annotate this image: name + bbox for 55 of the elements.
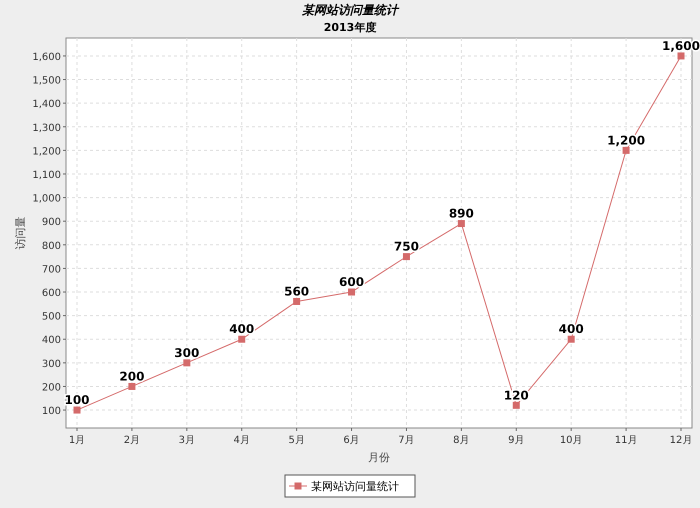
y-tick-label: 1,200 [32, 146, 61, 158]
x-tick-label: 2月 [124, 435, 140, 446]
y-tick-label: 200 [42, 382, 61, 394]
x-tick-label: 7月 [398, 435, 415, 446]
y-tick-label: 1,000 [32, 194, 61, 205]
data-label: 750 [394, 240, 419, 254]
point [678, 52, 684, 60]
legend-label: 某网站访问量统计 [311, 480, 399, 493]
x-tick-label: 11月 [614, 435, 638, 446]
x-axis-title: 月份 [368, 451, 390, 464]
y-axis-title: 访问量 [14, 216, 27, 250]
chart-title: 某网站访问量统计 [301, 3, 400, 17]
y-tick-label: 1,300 [32, 122, 61, 134]
point [293, 298, 300, 305]
y-tick-label: 300 [42, 358, 61, 370]
x-tick-label: 1月 [68, 435, 86, 446]
y-tick-label: 1,100 [32, 170, 61, 181]
data-label: 1,600 [662, 38, 700, 53]
data-label: 890 [448, 206, 474, 221]
point [183, 359, 190, 366]
y-tick-label: 1,400 [32, 99, 61, 110]
point [348, 288, 356, 296]
y-tick-label: 600 [42, 288, 61, 300]
x-tick-label: 6月 [343, 435, 360, 446]
y-tick-label: 900 [42, 217, 61, 228]
point [402, 253, 410, 260]
x-tick-label: 5月 [288, 435, 305, 446]
chart-subtitle: 2013年度 [324, 21, 376, 34]
data-label: 100 [64, 393, 90, 408]
y-tick-label: 700 [42, 264, 61, 276]
y-tick-label: 500 [42, 312, 61, 323]
data-label: 300 [174, 346, 200, 360]
x-tick-label: 10月 [560, 435, 583, 446]
x-tick-label: 4月 [234, 435, 250, 446]
point [128, 382, 136, 390]
data-label: 400 [229, 322, 254, 336]
x-tick-label: 9月 [508, 435, 524, 446]
y-tick-label: 100 [42, 406, 61, 418]
point [458, 220, 465, 228]
point [512, 402, 520, 409]
point [74, 406, 80, 414]
point [622, 146, 630, 154]
y-tick-label: 800 [42, 240, 61, 252]
y-tick-label: 1,600 [32, 52, 61, 63]
data-label: 560 [284, 284, 310, 298]
legend: 某网站访问量统计 [284, 474, 416, 498]
y-tick-label: 400 [42, 335, 61, 346]
x-tick-label: 12月 [670, 435, 692, 446]
point [568, 336, 575, 343]
y-tick-label: 1,500 [32, 76, 61, 87]
point [238, 336, 246, 343]
x-tick-label: 3月 [178, 435, 196, 446]
x-tick-label: 8月 [453, 435, 470, 446]
data-label: 200 [119, 369, 144, 384]
data-label: 600 [339, 275, 364, 290]
